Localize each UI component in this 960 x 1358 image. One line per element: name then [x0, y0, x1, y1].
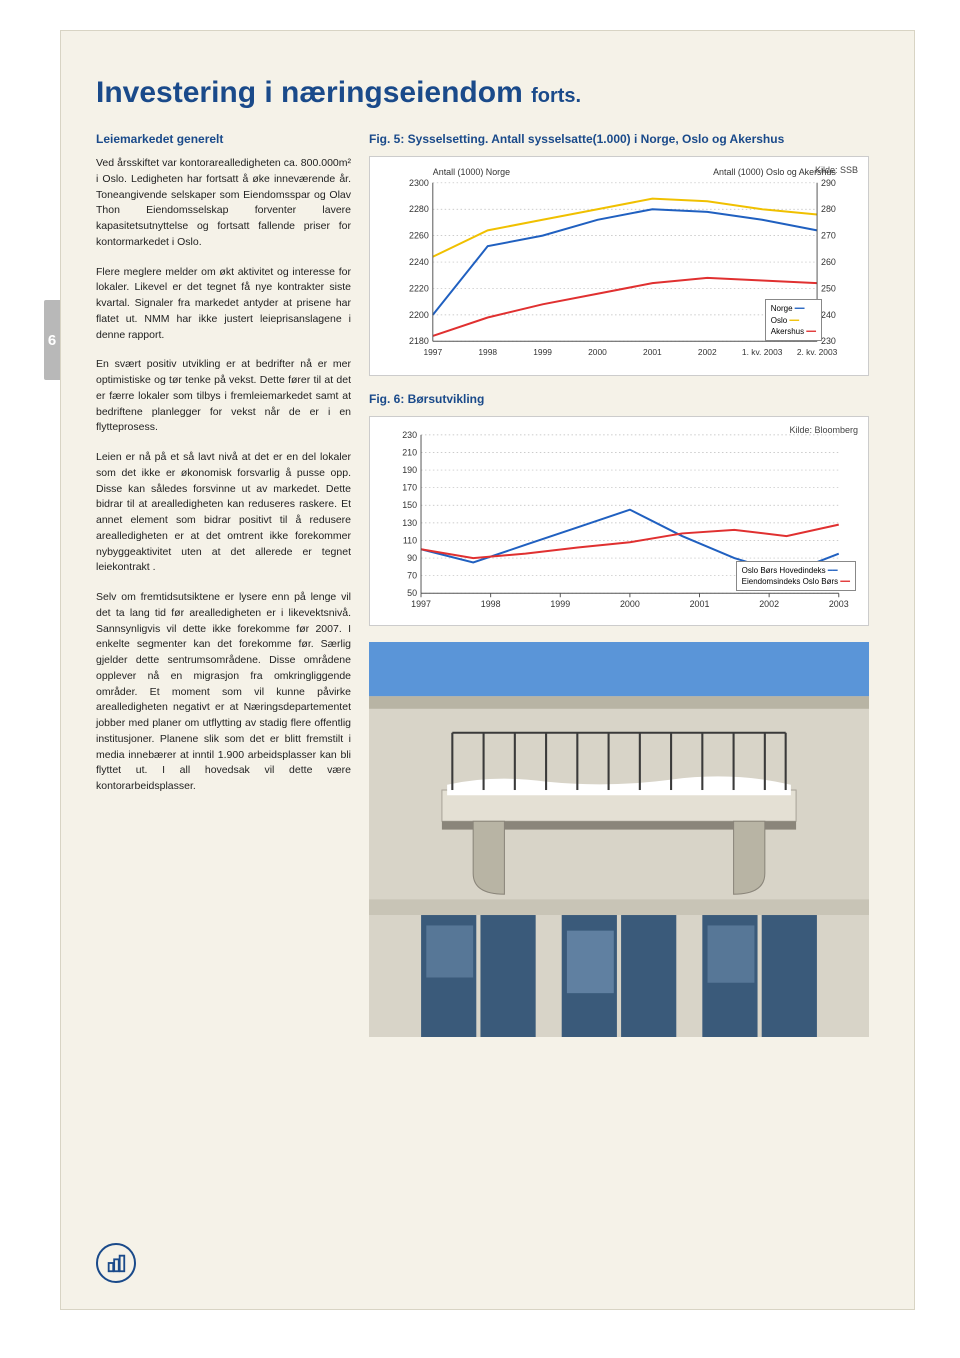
svg-text:2002: 2002 [759, 599, 779, 609]
chart1-left-axis-title: Antall (1000) Norge [433, 167, 510, 177]
svg-text:2220: 2220 [409, 283, 429, 293]
svg-text:2200: 2200 [409, 310, 429, 320]
svg-text:240: 240 [821, 310, 836, 320]
chart2-legend: Oslo Børs Hovedindeks ━━ Eiendomsindeks … [736, 561, 856, 591]
svg-text:1999: 1999 [550, 599, 570, 609]
legend-label-hoved: Oslo Børs Hovedindeks [742, 566, 826, 575]
svg-text:190: 190 [402, 465, 417, 475]
svg-text:2000: 2000 [588, 347, 607, 357]
page-number-tab: 6 [44, 300, 60, 380]
two-column-layout: Leiemarkedet generelt Ved årsskiftet var… [96, 132, 869, 1037]
svg-text:2280: 2280 [409, 204, 429, 214]
svg-text:2260: 2260 [409, 231, 429, 241]
legend-row: Norge ━━ [771, 303, 816, 314]
footer-logo-icon [96, 1243, 136, 1283]
svg-text:1999: 1999 [533, 347, 552, 357]
svg-text:1998: 1998 [481, 599, 501, 609]
svg-text:90: 90 [407, 553, 417, 563]
svg-text:1998: 1998 [478, 347, 497, 357]
chart-sysselsetting: Kilde: SSB Antall (1000) Norge Antall (1… [369, 156, 869, 376]
svg-text:1. kv. 2003: 1. kv. 2003 [742, 347, 783, 357]
svg-text:110: 110 [403, 535, 417, 545]
svg-text:150: 150 [402, 500, 417, 510]
chart2-caption: Fig. 6: Børsutvikling [369, 392, 869, 406]
svg-text:230: 230 [402, 430, 417, 440]
legend-label-eiendom: Eiendomsindeks Oslo Børs [742, 577, 838, 586]
svg-text:270: 270 [821, 231, 836, 241]
svg-text:2002: 2002 [698, 347, 717, 357]
left-heading: Leiemarkedet generelt [96, 132, 351, 146]
paragraph-2: Flere meglere melder om økt aktivitet og… [96, 265, 351, 344]
svg-text:1997: 1997 [423, 347, 442, 357]
legend-label-oslo: Oslo [771, 316, 787, 325]
legend-row: Oslo ━━ [771, 315, 816, 326]
svg-text:2240: 2240 [409, 257, 429, 267]
legend-row: Oslo Børs Hovedindeks ━━ [742, 565, 850, 576]
svg-text:2300: 2300 [409, 178, 429, 188]
svg-text:2000: 2000 [620, 599, 640, 609]
legend-row: Eiendomsindeks Oslo Børs ━━ [742, 576, 850, 587]
svg-text:290: 290 [821, 178, 836, 188]
svg-text:2001: 2001 [643, 347, 662, 357]
body-text: Ved årsskiftet var kontorarealledigheten… [96, 156, 351, 795]
svg-text:130: 130 [402, 518, 417, 528]
legend-row: Akershus ━━ [771, 326, 816, 337]
legend-label-akershus: Akershus [771, 327, 804, 336]
paragraph-5: Selv om fremtidsutsiktene er lysere enn … [96, 590, 351, 795]
page-number: 6 [48, 332, 56, 349]
svg-text:2. kv. 2003: 2. kv. 2003 [797, 347, 838, 357]
svg-text:1997: 1997 [411, 599, 431, 609]
svg-text:230: 230 [821, 336, 836, 346]
content-area: Investering i næringseiendom forts. Leie… [61, 31, 914, 1057]
chart1-source: Kilde: SSB [815, 165, 858, 175]
right-column: Fig. 5: Sysselsetting. Antall sysselsatt… [369, 132, 869, 1037]
title-main: Investering i næringseiendom [96, 76, 523, 109]
svg-text:280: 280 [821, 204, 836, 214]
svg-text:250: 250 [821, 283, 836, 293]
page-title: Investering i næringseiendom forts. [96, 76, 869, 110]
chart1-legend: Norge ━━ Oslo ━━ Akershus ━━ [765, 299, 822, 341]
chart-borsutvikling: Kilde: Bloomberg 50 70 90 110 130 150 170 190 21… [369, 416, 869, 626]
page-container: Investering i næringseiendom forts. Leie… [60, 30, 915, 1310]
legend-label-norge: Norge [771, 304, 793, 313]
svg-text:50: 50 [407, 588, 417, 598]
svg-text:210: 210 [402, 447, 417, 457]
svg-text:2180: 2180 [409, 336, 429, 346]
svg-text:260: 260 [821, 257, 836, 267]
paragraph-4: Leien er nå på et så lavt nivå at det er… [96, 450, 351, 576]
chart2-source: Kilde: Bloomberg [789, 425, 858, 435]
paragraph-3: En svært positiv utvikling er at bedrift… [96, 357, 351, 436]
svg-text:170: 170 [402, 483, 417, 493]
svg-text:2001: 2001 [690, 599, 710, 609]
chart1-caption: Fig. 5: Sysselsetting. Antall sysselsatt… [369, 132, 869, 146]
svg-text:2003: 2003 [829, 599, 849, 609]
svg-text:70: 70 [407, 571, 417, 581]
building-photo [369, 642, 869, 1037]
paragraph-1: Ved årsskiftet var kontorarealledigheten… [96, 156, 351, 251]
left-column: Leiemarkedet generelt Ved årsskiftet var… [96, 132, 351, 1037]
title-suffix: forts. [531, 85, 581, 107]
